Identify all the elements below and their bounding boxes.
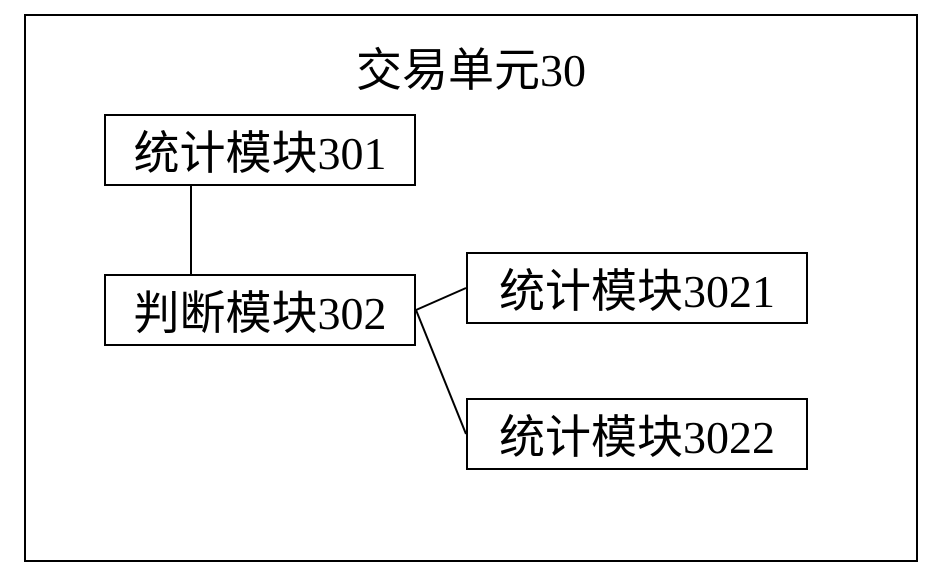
diagram-container: 交易单元30 统计模块301 判断模块302 统计模块3021 统计模块3022 [24,14,918,562]
node-label: 判断模块302 [134,277,387,343]
node-stat-3021: 统计模块3021 [466,252,808,324]
node-label: 统计模块3022 [499,401,775,467]
node-stat-3022: 统计模块3022 [466,398,808,470]
diagram-title: 交易单元30 [26,34,916,100]
node-label: 统计模块301 [134,117,387,183]
edge-302-3022 [416,310,466,434]
node-label: 统计模块3021 [499,255,775,321]
node-judge-302: 判断模块302 [104,274,416,346]
edge-302-3021 [416,288,466,310]
node-stat-301: 统计模块301 [104,114,416,186]
